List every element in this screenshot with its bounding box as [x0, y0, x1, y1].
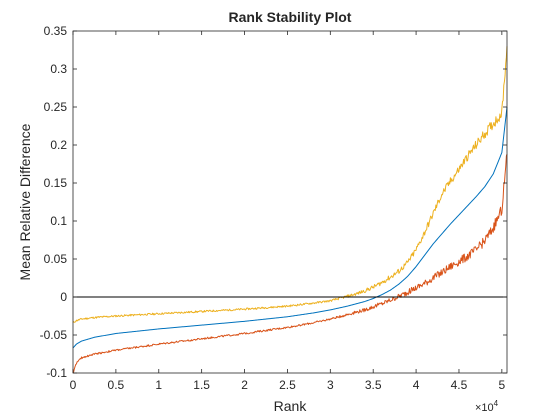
x-tick-label: 5: [499, 378, 506, 392]
series-line-1: [72, 46, 508, 323]
y-tick-label: 0: [60, 290, 67, 304]
x-tick-label: 3.5: [365, 378, 382, 392]
x-tick-label: 2.5: [279, 378, 296, 392]
plot-area: [73, 31, 507, 373]
y-axis-label: Mean Relative Difference: [17, 123, 33, 280]
x-tick-label: 0.5: [108, 378, 125, 392]
x-tick-label: 3: [327, 378, 334, 392]
series-line-3: [72, 153, 508, 374]
y-tick-label: 0.25: [44, 100, 68, 114]
x-tick-label: 0: [70, 378, 77, 392]
y-tick-label: 0.2: [50, 138, 67, 152]
series-line-2: [72, 106, 508, 349]
chart-title: Rank Stability Plot: [229, 9, 352, 25]
x-tick-label: 1.5: [193, 378, 210, 392]
x-axis-label: Rank: [274, 398, 308, 414]
y-tick-label: 0.1: [50, 214, 67, 228]
x-tick-label: 1: [155, 378, 162, 392]
tick-layer: 0 0.5 1 1.5 2 2.5 3 3.5 4 4.5 5 -0.1 -0.05 0 0.05 0.1 0.…: [40, 24, 507, 392]
y-tick-label: 0.05: [44, 252, 68, 266]
plot-frame: [72, 30, 508, 374]
y-tick-label: -0.1: [46, 366, 67, 380]
y-tick-label: 0.35: [44, 24, 68, 38]
y-tick-label: -0.05: [40, 328, 68, 342]
x-tick-label: 4: [413, 378, 420, 392]
y-tick-label: 0.3: [50, 62, 67, 76]
x-tick-label: 4.5: [451, 378, 468, 392]
x-exponent-label: ×104: [475, 399, 499, 414]
y-tick-label: 0.15: [44, 176, 68, 190]
x-tick-label: 2: [241, 378, 248, 392]
x-exponent-power: 4: [494, 399, 499, 408]
series-layer: [72, 46, 508, 374]
